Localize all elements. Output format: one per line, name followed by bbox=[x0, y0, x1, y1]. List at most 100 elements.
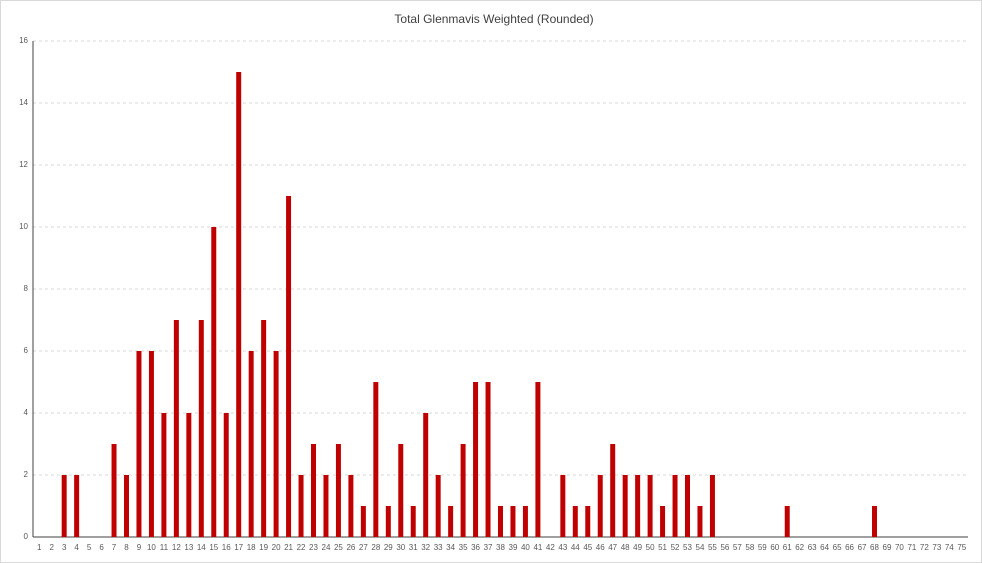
bar bbox=[473, 382, 479, 537]
x-tick-label: 28 bbox=[371, 543, 380, 552]
bar bbox=[148, 351, 154, 537]
bar bbox=[510, 506, 516, 537]
x-tick-label: 40 bbox=[521, 543, 530, 552]
x-tick-label: 19 bbox=[259, 543, 268, 552]
x-tick-label: 65 bbox=[833, 543, 842, 552]
bar bbox=[398, 444, 404, 537]
bar bbox=[198, 320, 204, 537]
x-tick-label: 37 bbox=[484, 543, 493, 552]
x-tick-label: 70 bbox=[895, 543, 904, 552]
x-tick-label: 7 bbox=[112, 543, 117, 552]
x-tick-label: 4 bbox=[74, 543, 79, 552]
bar bbox=[423, 413, 429, 537]
x-tick-label: 72 bbox=[920, 543, 929, 552]
x-tick-label: 51 bbox=[658, 543, 667, 552]
y-tick-label: 10 bbox=[19, 222, 28, 231]
bar bbox=[498, 506, 503, 537]
bar bbox=[410, 506, 416, 537]
x-tick-label: 47 bbox=[608, 543, 617, 552]
x-tick-label: 63 bbox=[808, 543, 817, 552]
x-tick-label: 44 bbox=[571, 543, 580, 552]
x-tick-label: 54 bbox=[696, 543, 705, 552]
x-tick-label: 18 bbox=[247, 543, 256, 552]
bar bbox=[111, 444, 117, 537]
x-tick-label: 21 bbox=[284, 543, 293, 552]
x-tick-label: 68 bbox=[870, 543, 879, 552]
y-tick-label: 6 bbox=[24, 346, 29, 355]
bar bbox=[697, 506, 703, 537]
x-tick-label: 42 bbox=[546, 543, 555, 552]
y-tick-label: 8 bbox=[24, 284, 29, 293]
bar bbox=[223, 413, 229, 537]
x-tick-label: 9 bbox=[137, 543, 142, 552]
bar bbox=[610, 444, 616, 537]
bar bbox=[173, 320, 179, 537]
x-tick-label: 52 bbox=[671, 543, 680, 552]
x-tick-label: 55 bbox=[708, 543, 717, 552]
bar bbox=[286, 196, 292, 537]
bar bbox=[635, 475, 641, 537]
x-tick-label: 17 bbox=[234, 543, 243, 552]
bar bbox=[186, 413, 192, 537]
x-tick-label: 5 bbox=[87, 543, 92, 552]
x-tick-label: 38 bbox=[496, 543, 505, 552]
x-tick-label: 1 bbox=[37, 543, 42, 552]
y-tick-label: 12 bbox=[19, 160, 28, 169]
x-tick-label: 71 bbox=[907, 543, 916, 552]
bar bbox=[273, 351, 279, 537]
x-tick-label: 60 bbox=[770, 543, 779, 552]
bar bbox=[709, 475, 715, 537]
x-tick-label: 11 bbox=[160, 543, 169, 552]
bar bbox=[248, 351, 254, 537]
x-tick-label: 69 bbox=[883, 543, 892, 552]
bar bbox=[660, 506, 666, 537]
x-tick-label: 75 bbox=[957, 543, 966, 552]
bar bbox=[74, 475, 80, 537]
x-tick-label: 43 bbox=[558, 543, 567, 552]
bar bbox=[124, 475, 129, 537]
bar bbox=[448, 506, 454, 537]
bar bbox=[385, 506, 391, 537]
bar bbox=[298, 475, 304, 537]
x-tick-label: 61 bbox=[783, 543, 792, 552]
x-tick-label: 62 bbox=[795, 543, 804, 552]
x-tick-label: 67 bbox=[858, 543, 867, 552]
bar bbox=[560, 475, 566, 537]
bar bbox=[323, 475, 329, 537]
x-tick-label: 32 bbox=[421, 543, 430, 552]
bar bbox=[236, 72, 242, 537]
x-tick-label: 45 bbox=[583, 543, 592, 552]
bar bbox=[485, 382, 491, 537]
bar bbox=[211, 227, 217, 537]
bar bbox=[61, 475, 67, 537]
y-tick-label: 16 bbox=[19, 36, 28, 45]
bar bbox=[522, 506, 528, 537]
x-tick-label: 66 bbox=[845, 543, 854, 552]
y-tick-label: 0 bbox=[24, 532, 29, 541]
x-tick-label: 33 bbox=[434, 543, 443, 552]
x-tick-label: 46 bbox=[596, 543, 605, 552]
y-tick-label: 4 bbox=[24, 408, 29, 417]
bar bbox=[672, 475, 678, 537]
x-tick-label: 25 bbox=[334, 543, 343, 552]
bar bbox=[622, 475, 628, 537]
y-tick-label: 14 bbox=[19, 98, 28, 107]
x-tick-label: 41 bbox=[533, 543, 542, 552]
x-tick-label: 2 bbox=[49, 543, 54, 552]
bar bbox=[348, 475, 354, 537]
chart-title: Total Glenmavis Weighted (Rounded) bbox=[394, 12, 593, 26]
x-tick-label: 22 bbox=[297, 543, 306, 552]
bar bbox=[373, 382, 379, 537]
x-tick-label: 20 bbox=[272, 543, 281, 552]
x-tick-label: 59 bbox=[758, 543, 767, 552]
bar bbox=[872, 506, 877, 537]
x-tick-label: 6 bbox=[99, 543, 104, 552]
bar bbox=[685, 475, 690, 537]
x-tick-label: 29 bbox=[384, 543, 393, 552]
x-tick-label: 24 bbox=[322, 543, 331, 552]
x-tick-label: 73 bbox=[932, 543, 941, 552]
x-tick-label: 26 bbox=[346, 543, 355, 552]
x-tick-label: 12 bbox=[172, 543, 181, 552]
x-tick-label: 15 bbox=[209, 543, 218, 552]
